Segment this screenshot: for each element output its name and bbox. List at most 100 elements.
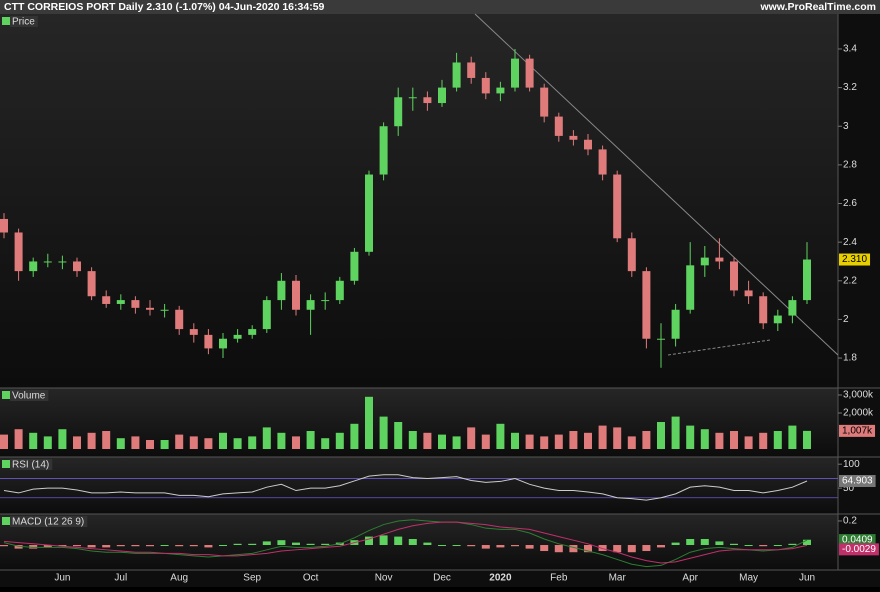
volume-bar	[554, 434, 563, 450]
macd-histogram	[803, 539, 811, 546]
volume-bar	[233, 438, 242, 450]
x-tick-label: Jul	[114, 573, 127, 584]
candle-body	[642, 271, 651, 339]
candle-body	[248, 329, 257, 335]
y-tick-label: 50	[843, 483, 855, 494]
macd-histogram	[554, 545, 563, 553]
y-tick-label: 1.8	[843, 353, 857, 364]
y-tick-label: 2.2	[843, 275, 857, 286]
volume-bar	[29, 432, 38, 450]
y-tick-label: 3	[843, 121, 849, 132]
macd-histogram	[379, 535, 388, 546]
price-panel	[0, 14, 838, 388]
volume-bar	[379, 416, 388, 450]
macd-histogram	[452, 545, 461, 547]
macd-histogram	[43, 545, 52, 548]
volume-bar	[423, 432, 432, 450]
y-tick-label: 2,000k	[843, 408, 874, 419]
candle-body	[700, 257, 709, 266]
volume-bar	[219, 432, 227, 450]
candle-body	[788, 300, 797, 316]
macd-histogram	[14, 545, 23, 549]
macd-histogram	[788, 543, 797, 546]
x-tick-label: Aug	[170, 573, 188, 584]
volume-bar	[671, 416, 680, 450]
header-source: www.ProRealTime.com	[759, 1, 876, 13]
candle-body	[686, 265, 695, 310]
candle-body	[87, 271, 96, 297]
candle-body	[598, 149, 607, 175]
candle-body	[452, 62, 461, 88]
volume-bar	[744, 436, 753, 450]
volume-bar	[335, 432, 344, 450]
y-tick-label: 2	[843, 314, 849, 325]
macd-histogram	[146, 545, 154, 547]
volume-bar	[715, 432, 724, 450]
candle-body	[744, 290, 753, 297]
x-tick-label: Jun	[799, 573, 815, 584]
candle-body	[306, 300, 315, 310]
legend-box	[10, 516, 88, 527]
candle-body	[321, 300, 330, 302]
macd-histogram	[306, 543, 315, 546]
macd-histogram	[204, 545, 213, 548]
x-tick-label: Sep	[243, 573, 261, 584]
x-tick-label: May	[739, 573, 758, 584]
volume-bar	[0, 434, 8, 450]
volume-bar	[584, 432, 592, 450]
macd-histogram	[525, 545, 534, 549]
volume-bar	[700, 429, 709, 450]
macd-histogram	[511, 545, 519, 547]
candle-body	[584, 139, 592, 150]
macd-histogram	[262, 541, 271, 546]
volume-bar	[87, 432, 96, 450]
macd-histogram	[730, 543, 738, 546]
volume-bar	[730, 431, 738, 450]
candle-body	[160, 309, 169, 311]
candle-body	[525, 58, 534, 88]
macd-histogram	[102, 545, 111, 548]
volume-bar	[467, 427, 476, 450]
candle-body	[438, 87, 446, 104]
macd-histogram	[394, 536, 403, 546]
y-tick-label: 2.4	[843, 237, 857, 248]
volume-bar	[803, 430, 811, 450]
candle-body	[43, 261, 52, 263]
x-tick-label: Oct	[303, 573, 319, 584]
candle-body	[131, 300, 140, 308]
volume-bar	[175, 434, 184, 450]
volume-bar	[146, 440, 154, 450]
macd-histogram	[73, 545, 81, 547]
candle-body	[759, 296, 768, 324]
macd-panel	[0, 514, 838, 570]
volume-panel	[0, 388, 838, 457]
candle-body	[730, 261, 738, 291]
trend-line	[474, 13, 839, 356]
macd-histogram	[116, 545, 125, 547]
x-tick-label: Jun	[54, 573, 70, 584]
candle-body	[379, 126, 388, 175]
last-value-box	[839, 253, 871, 266]
header-bar	[0, 0, 880, 14]
header-title: CTT CORREIOS PORT Daily 2.310 (-1.07%) 0…	[4, 1, 325, 13]
y-tick-label: 3,000k	[843, 390, 874, 401]
volume-bar	[773, 431, 782, 450]
legend-label: Price	[12, 17, 35, 28]
candle-body	[29, 261, 38, 272]
macd-histogram	[219, 545, 227, 547]
macd-histogram	[686, 538, 695, 546]
macd-histogram	[58, 545, 67, 547]
legend-label: MACD (12 26 9)	[12, 517, 84, 528]
macd-histogram	[131, 545, 140, 547]
candle-body	[292, 280, 300, 310]
last-value-label: 64.903	[842, 476, 873, 487]
macd-histogram	[598, 545, 607, 552]
volume-bar	[58, 429, 67, 450]
macd-histogram	[584, 545, 592, 553]
macd-histogram	[277, 540, 286, 546]
volume-bar	[657, 422, 665, 450]
candle-body	[394, 97, 403, 127]
legend-swatch	[2, 391, 10, 399]
volume-bar	[248, 436, 257, 450]
y-tick-label: 3.2	[843, 82, 857, 93]
